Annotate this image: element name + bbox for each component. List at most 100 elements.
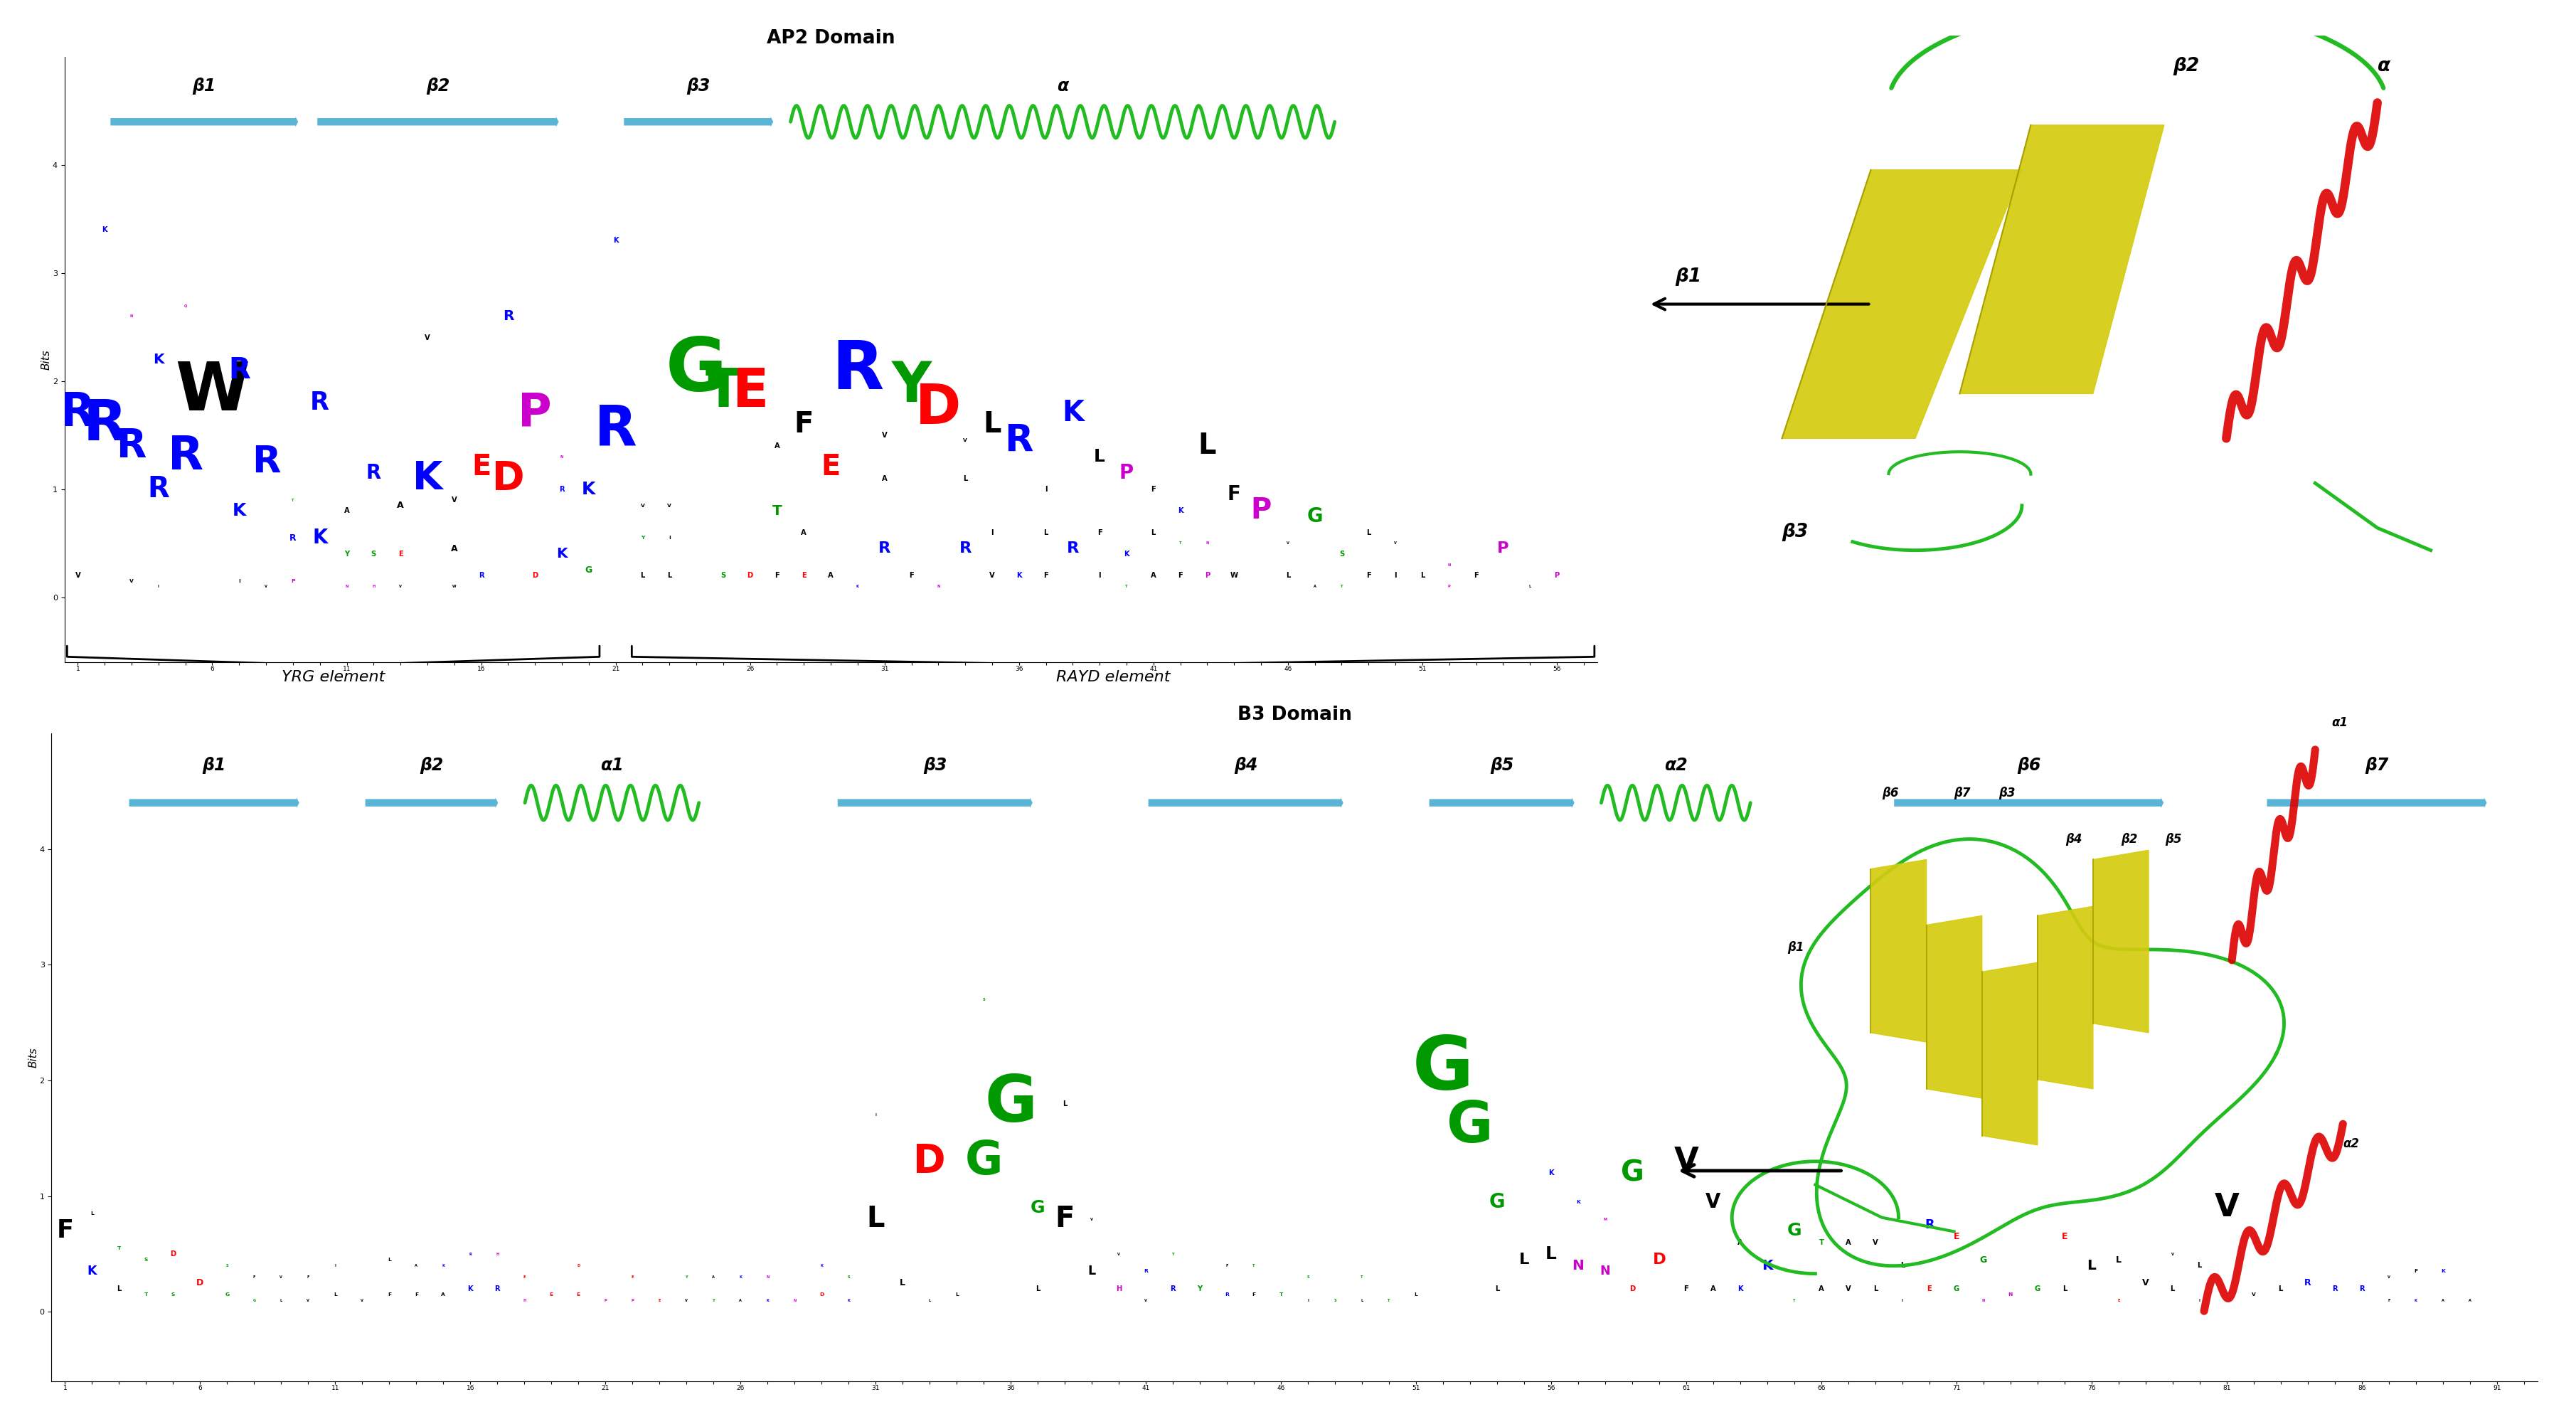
Text: F: F (1097, 528, 1103, 535)
Text: D: D (747, 572, 752, 580)
Text: G: G (1030, 1199, 1046, 1216)
Text: K: K (819, 1265, 822, 1267)
Text: M: M (1602, 1218, 1607, 1220)
Text: β3: β3 (688, 78, 711, 95)
Text: N: N (765, 1276, 770, 1279)
Text: A: A (1314, 585, 1316, 588)
Text: R: R (2360, 1286, 2365, 1292)
Text: A: A (1844, 1239, 1852, 1246)
Text: S: S (371, 551, 376, 558)
Text: T: T (116, 1246, 121, 1250)
Polygon shape (1927, 916, 1981, 1098)
Text: R: R (1066, 541, 1079, 555)
Text: V: V (281, 1276, 283, 1279)
Text: R: R (82, 397, 126, 453)
Text: A: A (881, 474, 886, 481)
Text: K: K (1177, 507, 1182, 514)
Polygon shape (1783, 169, 2022, 439)
Text: K: K (469, 1286, 474, 1292)
Text: β3: β3 (1999, 786, 2014, 799)
Text: V: V (641, 503, 644, 507)
Text: A: A (1819, 1286, 1824, 1292)
Text: Y: Y (685, 1276, 688, 1279)
Text: K: K (1762, 1259, 1772, 1272)
Text: V: V (307, 1299, 309, 1302)
Text: F: F (1177, 572, 1182, 580)
Text: K: K (412, 459, 443, 497)
Text: K: K (1018, 572, 1023, 580)
Text: β6: β6 (1883, 786, 1899, 799)
Text: K: K (1061, 399, 1084, 427)
Text: β2: β2 (425, 78, 451, 95)
Text: I: I (1097, 572, 1100, 580)
Text: V: V (1090, 1218, 1092, 1220)
Text: β2: β2 (2120, 833, 2138, 846)
Text: H: H (495, 1252, 500, 1256)
Text: P: P (291, 580, 294, 584)
Text: H: H (523, 1299, 526, 1302)
Text: Y: Y (641, 535, 644, 540)
Text: E: E (732, 366, 768, 417)
Text: I: I (992, 528, 994, 535)
Text: R: R (2306, 1279, 2311, 1287)
Text: S: S (227, 1265, 229, 1267)
Text: N: N (2009, 1293, 2012, 1297)
Text: R: R (495, 1286, 500, 1292)
Text: T: T (1280, 1293, 1283, 1297)
Text: P: P (605, 1299, 608, 1302)
Text: A: A (415, 1265, 417, 1267)
Text: R: R (309, 390, 330, 414)
Text: N: N (1571, 1259, 1584, 1272)
Text: G: G (585, 565, 592, 575)
Text: R: R (167, 434, 204, 480)
Text: L: L (1546, 1246, 1556, 1263)
Text: L: L (2197, 1262, 2202, 1269)
Text: β7: β7 (1955, 786, 1971, 799)
Text: V: V (667, 503, 672, 507)
Text: V: V (1844, 1286, 1852, 1292)
Text: E: E (1953, 1232, 1960, 1242)
Y-axis label: Bits: Bits (41, 349, 52, 370)
Text: β1: β1 (193, 78, 216, 95)
Text: L: L (641, 572, 644, 580)
Text: L: L (1087, 1265, 1095, 1277)
Text: R: R (595, 403, 636, 457)
Text: E: E (822, 453, 840, 481)
Text: N: N (793, 1299, 796, 1302)
Text: L: L (1151, 528, 1157, 535)
Text: K: K (103, 226, 108, 234)
Text: K: K (232, 503, 247, 520)
Text: V: V (1705, 1192, 1721, 1212)
Text: A: A (739, 1299, 742, 1302)
Text: L: L (1419, 572, 1425, 580)
Text: R: R (59, 390, 95, 436)
Text: L: L (2172, 1286, 2174, 1292)
Text: L: L (956, 1293, 958, 1297)
Text: L: L (1043, 528, 1048, 535)
Text: D: D (170, 1250, 175, 1257)
Text: G: G (1953, 1286, 1960, 1292)
Text: A: A (451, 544, 459, 554)
Text: R: R (1170, 1286, 1175, 1292)
Text: P: P (1553, 572, 1558, 580)
Text: E: E (399, 551, 402, 558)
Text: R: R (252, 444, 281, 481)
Text: A: A (775, 443, 781, 450)
Text: D: D (577, 1265, 580, 1267)
Text: R: R (1924, 1219, 1935, 1232)
Text: E: E (549, 1293, 554, 1297)
Text: S: S (721, 572, 726, 580)
Text: R: R (878, 541, 891, 555)
Text: A: A (801, 528, 806, 535)
Text: V: V (129, 580, 134, 584)
Text: I: I (1046, 486, 1048, 493)
Text: F: F (1473, 572, 1479, 580)
Text: W: W (453, 585, 456, 588)
Text: I: I (1394, 572, 1396, 580)
Text: P: P (1497, 541, 1510, 555)
Text: G: G (1448, 1099, 1494, 1155)
Text: α1: α1 (2331, 716, 2349, 729)
Text: K: K (1123, 551, 1128, 558)
Text: α: α (2378, 57, 2391, 75)
Text: Y: Y (1172, 1252, 1175, 1256)
